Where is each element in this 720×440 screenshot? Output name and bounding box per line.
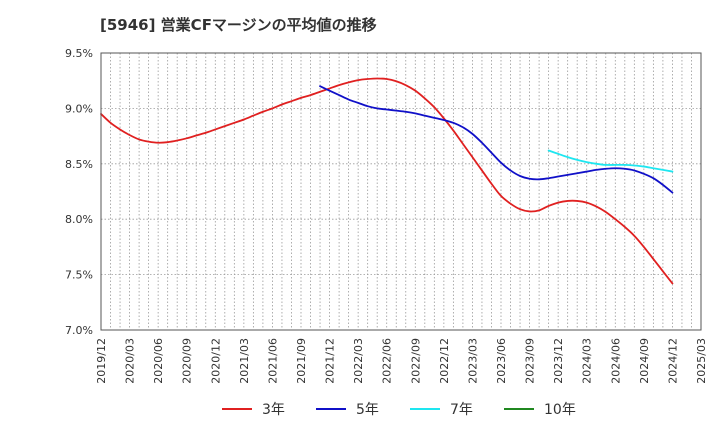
x-tick-label: 2019/12 — [95, 338, 108, 384]
x-tick-label: 2020/09 — [181, 338, 194, 384]
y-tick-label: 8.0% — [65, 213, 93, 226]
x-tick-label: 2022/12 — [438, 338, 451, 384]
x-tick-label: 2024/09 — [638, 338, 651, 384]
x-tick-label: 2022/03 — [352, 338, 365, 384]
x-tick-label: 2020/03 — [124, 338, 137, 384]
x-tick-label: 2023/09 — [524, 338, 537, 384]
y-axis-tick-labels: 9.5% 9.0% 8.5% 8.0% 7.5% 7.0% — [65, 47, 93, 337]
series-lines — [100, 77, 674, 285]
series-line-3年 — [100, 77, 674, 285]
y-tick-label: 7.5% — [65, 269, 93, 282]
y-tick-label: 9.0% — [65, 102, 93, 115]
x-tick-label: 2021/06 — [266, 338, 279, 384]
chart-title: [5946] 営業CFマージンの平均値の推移 — [100, 16, 377, 34]
x-tick-label: 2024/06 — [609, 338, 622, 384]
x-tick-label: 2021/12 — [324, 338, 337, 384]
y-tick-label: 8.5% — [65, 158, 93, 171]
x-tick-label: 2022/06 — [381, 338, 394, 384]
series-line-5年 — [319, 85, 674, 194]
x-tick-label: 2024/03 — [581, 338, 594, 384]
legend-label: 7年 — [450, 402, 473, 418]
x-tick-label: 2023/06 — [495, 338, 508, 384]
x-tick-label: 2024/12 — [666, 338, 679, 384]
x-tick-label: 2020/12 — [209, 338, 222, 384]
y-tick-label: 9.5% — [65, 47, 93, 60]
x-tick-label: 2020/06 — [152, 338, 165, 384]
series-line-7年 — [547, 149, 674, 173]
plot-area-border — [100, 52, 702, 331]
grid — [101, 53, 701, 330]
y-tick-label: 7.0% — [65, 324, 93, 337]
x-tick-label: 2022/09 — [409, 338, 422, 384]
x-tick-label: 2023/12 — [552, 338, 565, 384]
x-axis-tick-labels: 2019/12 2020/03 2020/06 2020/09 2020/12 2021/… — [95, 338, 708, 384]
legend-label: 5年 — [356, 402, 379, 418]
x-tick-label: 2021/03 — [238, 338, 251, 384]
x-tick-label: 2023/03 — [466, 338, 479, 384]
x-tick-label: 2025/03 — [695, 338, 708, 384]
legend: 3年 5年 7年 10年 — [222, 402, 576, 418]
x-tick-label: 2021/09 — [295, 338, 308, 384]
legend-label: 3年 — [262, 402, 285, 418]
legend-label: 10年 — [544, 402, 576, 418]
